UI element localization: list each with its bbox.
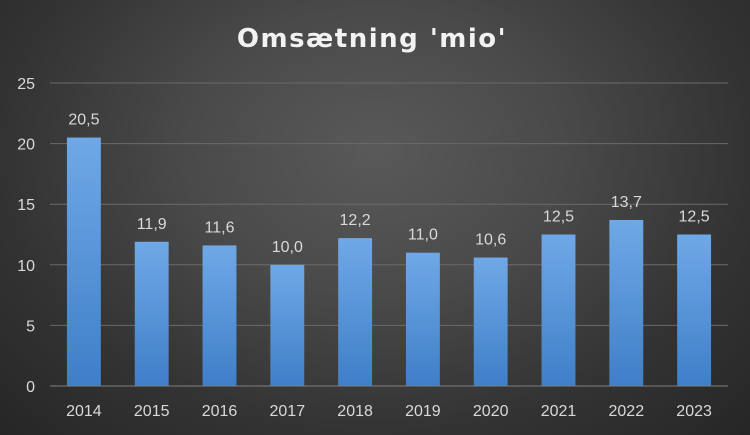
data-label-2018: 12,2 bbox=[340, 212, 371, 229]
y-tick-label: 0 bbox=[26, 379, 35, 396]
x-tick-label: 2017 bbox=[270, 403, 306, 420]
x-tick-label: 2020 bbox=[473, 403, 509, 420]
data-label-2016: 11,6 bbox=[205, 219, 235, 236]
bars bbox=[66, 137, 712, 386]
data-label-2021: 12,5 bbox=[543, 209, 574, 226]
data-label-2014: 20,5 bbox=[68, 112, 99, 129]
y-tick-label: 25 bbox=[17, 76, 35, 93]
y-tick-label: 20 bbox=[17, 137, 35, 154]
x-axis-ticks: 2014 2015 2016 2017 2018 2019 2020 2021 2022 2023 bbox=[66, 403, 712, 420]
x-tick-label: 2019 bbox=[405, 403, 441, 420]
x-tick-label: 2022 bbox=[609, 403, 645, 420]
data-labels: 20,5 11,9 11,6 10,0 12,2 11,0 10,6 12,5 13,7 12,5 bbox=[68, 112, 709, 256]
bar-2021 bbox=[541, 234, 576, 386]
data-label-2022: 13,7 bbox=[611, 194, 642, 211]
data-label-2015: 11,9 bbox=[137, 216, 167, 233]
bar-2015 bbox=[134, 241, 169, 386]
chart-title: Omsætning 'mio' bbox=[237, 24, 507, 54]
bar-2023 bbox=[677, 234, 712, 386]
bar-2018 bbox=[338, 238, 373, 386]
data-label-2017: 10,0 bbox=[272, 239, 303, 256]
x-tick-label: 2014 bbox=[66, 403, 102, 420]
data-label-2023: 12,5 bbox=[679, 209, 710, 226]
bar-2017 bbox=[270, 264, 305, 386]
bar-2019 bbox=[405, 252, 440, 386]
bar-2022 bbox=[609, 219, 644, 386]
x-tick-label: 2023 bbox=[676, 403, 712, 420]
y-axis-ticks: 0 5 10 15 20 25 bbox=[17, 76, 35, 396]
x-tick-label: 2021 bbox=[541, 403, 577, 420]
y-tick-label: 5 bbox=[26, 318, 35, 335]
y-tick-label: 10 bbox=[17, 258, 35, 275]
x-tick-label: 2015 bbox=[134, 403, 170, 420]
bar-2016 bbox=[202, 245, 237, 386]
data-label-2020: 10,6 bbox=[475, 232, 506, 249]
data-label-2019: 11,0 bbox=[408, 227, 438, 244]
bar-2014 bbox=[66, 137, 101, 386]
bar-2020 bbox=[473, 257, 508, 386]
x-tick-label: 2016 bbox=[202, 403, 238, 420]
y-tick-label: 15 bbox=[17, 197, 35, 214]
x-tick-label: 2018 bbox=[337, 403, 373, 420]
